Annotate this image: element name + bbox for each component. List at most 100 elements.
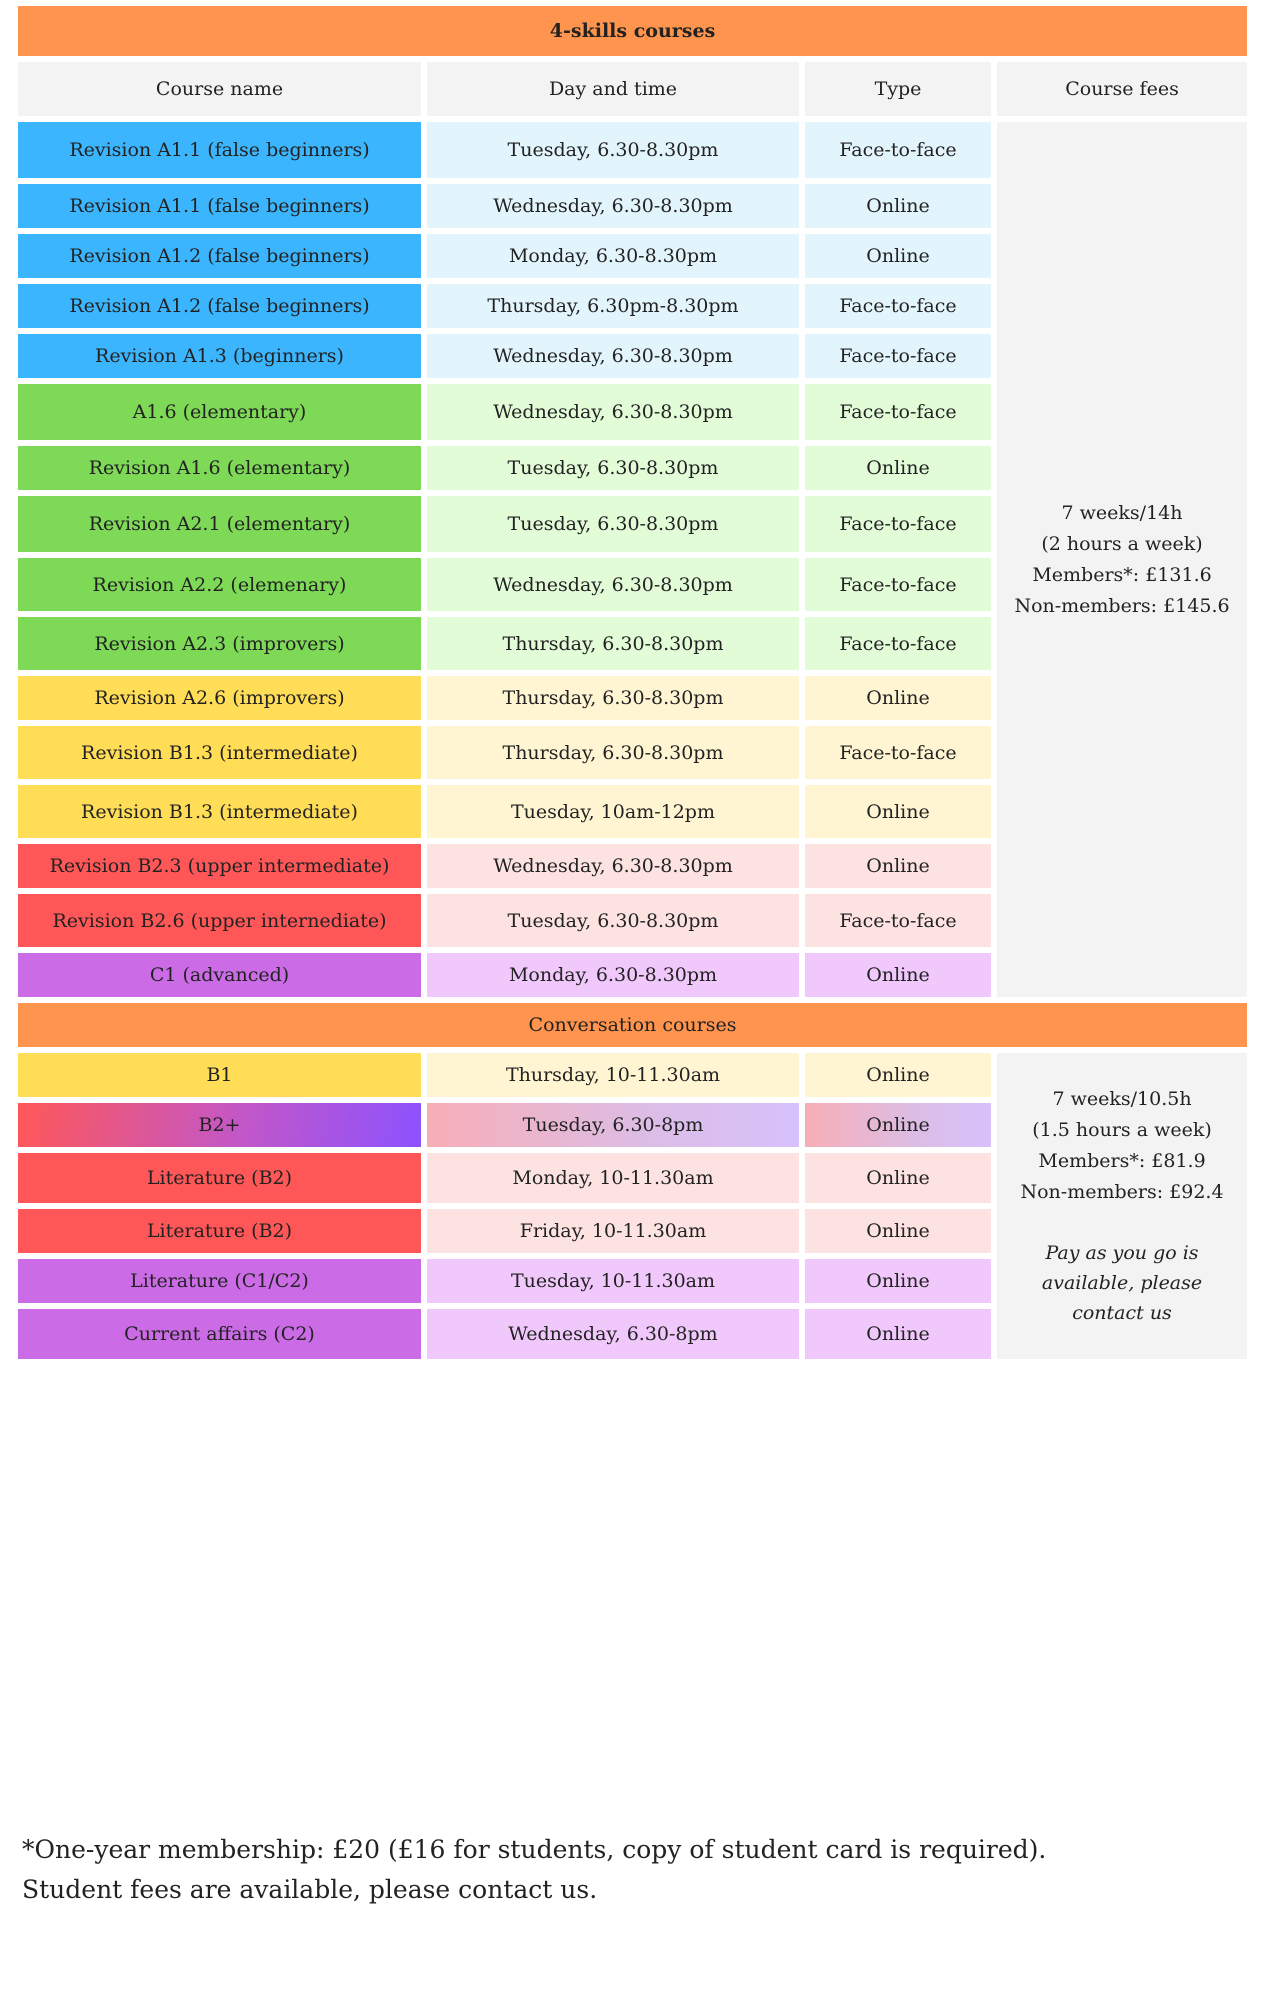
day-time-cell: Tuesday, 6.30-8.30pm (427, 894, 799, 947)
type-cell: Online (805, 1103, 991, 1147)
type-cell: Face-to-face (805, 726, 991, 779)
table-row: Revision A2.2 (elemenary) Wednesday, 6.30… (18, 558, 1247, 611)
pay-as-you-go-note: available, please (1041, 1272, 1203, 1294)
day-time-cell: Tuesday, 10-11.30am (427, 1259, 799, 1303)
course-name-cell: Current affairs (C2) (18, 1309, 421, 1359)
type-cell: Face-to-face (805, 122, 991, 178)
header-course-name: Course name (18, 62, 421, 116)
course-name-cell: Revision B1.3 (intermediate) (18, 785, 421, 838)
course-name-cell: B1 (18, 1053, 421, 1097)
fee-line: (2 hours a week) (1041, 532, 1203, 555)
course-name-cell: Revision A1.1 (false beginners) (18, 122, 421, 178)
course-name-cell: Revision B2.6 (upper internediate) (18, 894, 421, 947)
table-row: Revision A2.3 (improvers) Thursday, 6.30-… (18, 617, 1247, 670)
table-row: Literature (C1/C2) Tuesday, 10-11.30am Onl… (18, 1259, 1247, 1303)
pay-as-you-go-note: Pay as you go is (1045, 1242, 1199, 1264)
type-cell: Online (805, 676, 991, 720)
course-name-cell: Revision A2.3 (improvers) (18, 617, 421, 670)
day-time-cell: Thursday, 6.30-8.30pm (427, 726, 799, 779)
fee-line: 7 weeks/14h (1061, 501, 1183, 524)
day-time-cell: Tuesday, 6.30-8.30pm (427, 122, 799, 178)
course-name-cell: Revision B2.3 (upper intermediate) (18, 844, 421, 888)
footnote-student-fees: Student fees are available, please conta… (22, 1875, 598, 1904)
type-cell: Face-to-face (805, 894, 991, 947)
type-cell: Online (805, 785, 991, 838)
table-row: Revision B2.3 (upper intermediate) Wednes… (18, 844, 1247, 888)
type-cell: Face-to-face (805, 558, 991, 611)
course-name-cell: B2+ (18, 1103, 421, 1147)
conversation-section-title: Conversation courses (18, 1003, 1248, 1047)
course-name-cell: A1.6 (elementary) (18, 384, 421, 440)
type-cell: Face-to-face (805, 496, 991, 552)
course-name-cell: Revision A1.6 (elementary) (18, 446, 421, 490)
header-course-fees: Course fees (997, 62, 1248, 116)
type-cell: Online (805, 953, 991, 997)
type-cell: Online (805, 1259, 991, 1303)
fee-line: Non-members: £92.4 (1020, 1181, 1224, 1203)
fee-spacer (1003, 1208, 1241, 1238)
day-time-cell: Thursday, 6.30-8.30pm (427, 617, 799, 670)
column-header-row: Course name Day and time Type Course fee… (18, 62, 1248, 116)
course-name-cell: Revision A2.6 (improvers) (18, 676, 421, 720)
day-time-cell: Wednesday, 6.30-8.30pm (427, 334, 799, 378)
table-row: Revision A1.1 (false beginners) Tuesday, … (18, 122, 1248, 997)
type-cell: Face-to-face (805, 617, 991, 670)
day-time-cell: Tuesday, 6.30-8pm (427, 1103, 799, 1147)
course-name-cell: Revision A1.3 (beginners) (18, 334, 421, 378)
day-time-cell: Thursday, 6.30pm-8.30pm (427, 284, 799, 328)
header-type: Type (805, 62, 991, 116)
table-row: C1 (advanced) Monday, 6.30-8.30pm Online (18, 953, 1247, 997)
day-time-cell: Thursday, 6.30-8.30pm (427, 676, 799, 720)
day-time-cell: Friday, 10-11.30am (427, 1209, 799, 1253)
table-row: B1 Thursday, 10-11.30am Online 7 weeks/10.5… (18, 1053, 1248, 1359)
day-time-cell: Wednesday, 6.30-8.30pm (427, 184, 799, 228)
day-time-cell: Monday, 10-11.30am (427, 1153, 799, 1203)
course-name-cell: Literature (C1/C2) (18, 1259, 421, 1303)
footnote-membership: *One-year membership: £20 (£16 for stude… (22, 1835, 1047, 1864)
table-row: Revision B2.6 (upper internediate) Tuesda… (18, 894, 1247, 947)
course-name-cell: Revision A1.2 (false beginners) (18, 284, 421, 328)
day-time-cell: Wednesday, 6.30-8pm (427, 1309, 799, 1359)
type-cell: Online (805, 1209, 991, 1253)
type-cell: Face-to-face (805, 384, 991, 440)
course-name-cell: Revision A2.1 (elementary) (18, 496, 421, 552)
day-time-cell: Monday, 6.30-8.30pm (427, 953, 799, 997)
skills-section-title: 4-skills courses (18, 6, 1248, 56)
course-name-cell: Revision A2.2 (elemenary) (18, 558, 421, 611)
membership-footnote: *One-year membership: £20 (£16 for stude… (22, 1830, 1046, 1910)
type-cell: Face-to-face (805, 284, 991, 328)
skills-section-header: 4-skills courses (18, 6, 1248, 56)
table-row: Revision A1.2 (false beginners) Thursday,… (18, 284, 1247, 328)
day-time-cell: Wednesday, 6.30-8.30pm (427, 558, 799, 611)
type-cell: Online (805, 446, 991, 490)
fee-line: Members*: £131.6 (1032, 563, 1212, 586)
skills-fees-cell: 7 weeks/14h (2 hours a week) Members*: £13… (997, 122, 1248, 997)
course-name-cell: Literature (B2) (18, 1209, 421, 1253)
day-time-cell: Wednesday, 6.30-8.30pm (427, 844, 799, 888)
table-row: Revision B1.3 (intermediate) Tuesday, 10a… (18, 785, 1247, 838)
fee-line: Non-members: £145.6 (1014, 594, 1230, 617)
table-row: Literature (B2) Friday, 10-11.30am Online (18, 1209, 1247, 1253)
course-name-cell: Revision A1.1 (false beginners) (18, 184, 421, 228)
conversation-fees-cell: 7 weeks/10.5h (1.5 hours a week) Members*:… (997, 1053, 1248, 1359)
header-day-time: Day and time (427, 62, 799, 116)
type-cell: Online (805, 1053, 991, 1097)
table-row: Revision A1.2 (false beginners) Monday, 6… (18, 234, 1247, 278)
type-cell: Online (805, 1153, 991, 1203)
day-time-cell: Tuesday, 6.30-8.30pm (427, 496, 799, 552)
day-time-cell: Tuesday, 6.30-8.30pm (427, 446, 799, 490)
table-row: Current affairs (C2) Wednesday, 6.30-8pm O… (18, 1309, 1247, 1359)
table-row: Revision A1.3 (beginners) Wednesday, 6.30… (18, 334, 1247, 378)
course-name-cell: Literature (B2) (18, 1153, 421, 1203)
table-row: A1.6 (elementary) Wednesday, 6.30-8.30pm F… (18, 384, 1247, 440)
type-cell: Online (805, 1309, 991, 1359)
table-row: Literature (B2) Monday, 10-11.30am Online (18, 1153, 1247, 1203)
course-name-cell: Revision A1.2 (false beginners) (18, 234, 421, 278)
table-row: Revision A1.1 (false beginners) Wednesday… (18, 184, 1247, 228)
fee-line: Members*: £81.9 (1038, 1150, 1206, 1172)
type-cell: Online (805, 184, 991, 228)
course-name-cell: Revision B1.3 (intermediate) (18, 726, 421, 779)
pay-as-you-go-note: contact us (1072, 1302, 1172, 1324)
fee-line: 7 weeks/10.5h (1052, 1088, 1192, 1110)
type-cell: Face-to-face (805, 334, 991, 378)
